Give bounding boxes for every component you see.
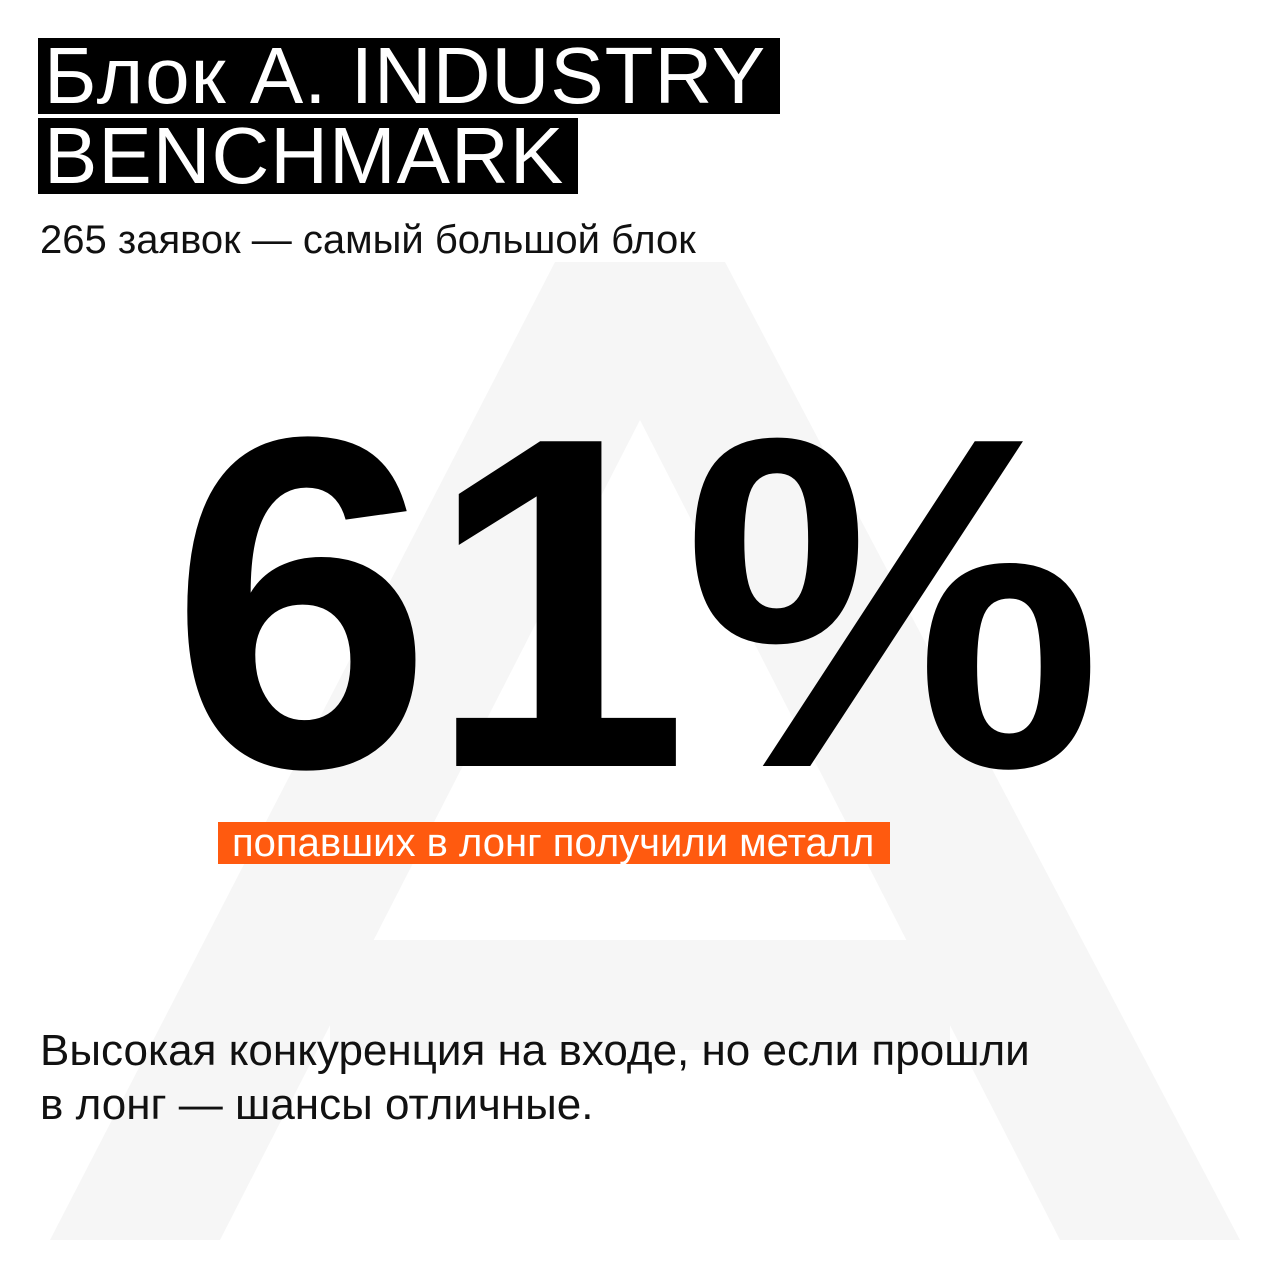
title-line: Блок A. INDUSTRY bbox=[38, 36, 781, 116]
body-text: Высокая конкуренция на входе, но если пр… bbox=[40, 1026, 1030, 1075]
body-text: в лонг — шансы отличные. bbox=[40, 1080, 594, 1129]
watermark-crossbar bbox=[330, 940, 950, 1050]
title-line: BENCHMARK bbox=[38, 116, 579, 196]
subtitle: 265 заявок — самый большой блок bbox=[40, 218, 696, 262]
big-number: 61% bbox=[170, 340, 1103, 867]
stat-caption: попавших в лонг получили металл bbox=[218, 822, 891, 864]
